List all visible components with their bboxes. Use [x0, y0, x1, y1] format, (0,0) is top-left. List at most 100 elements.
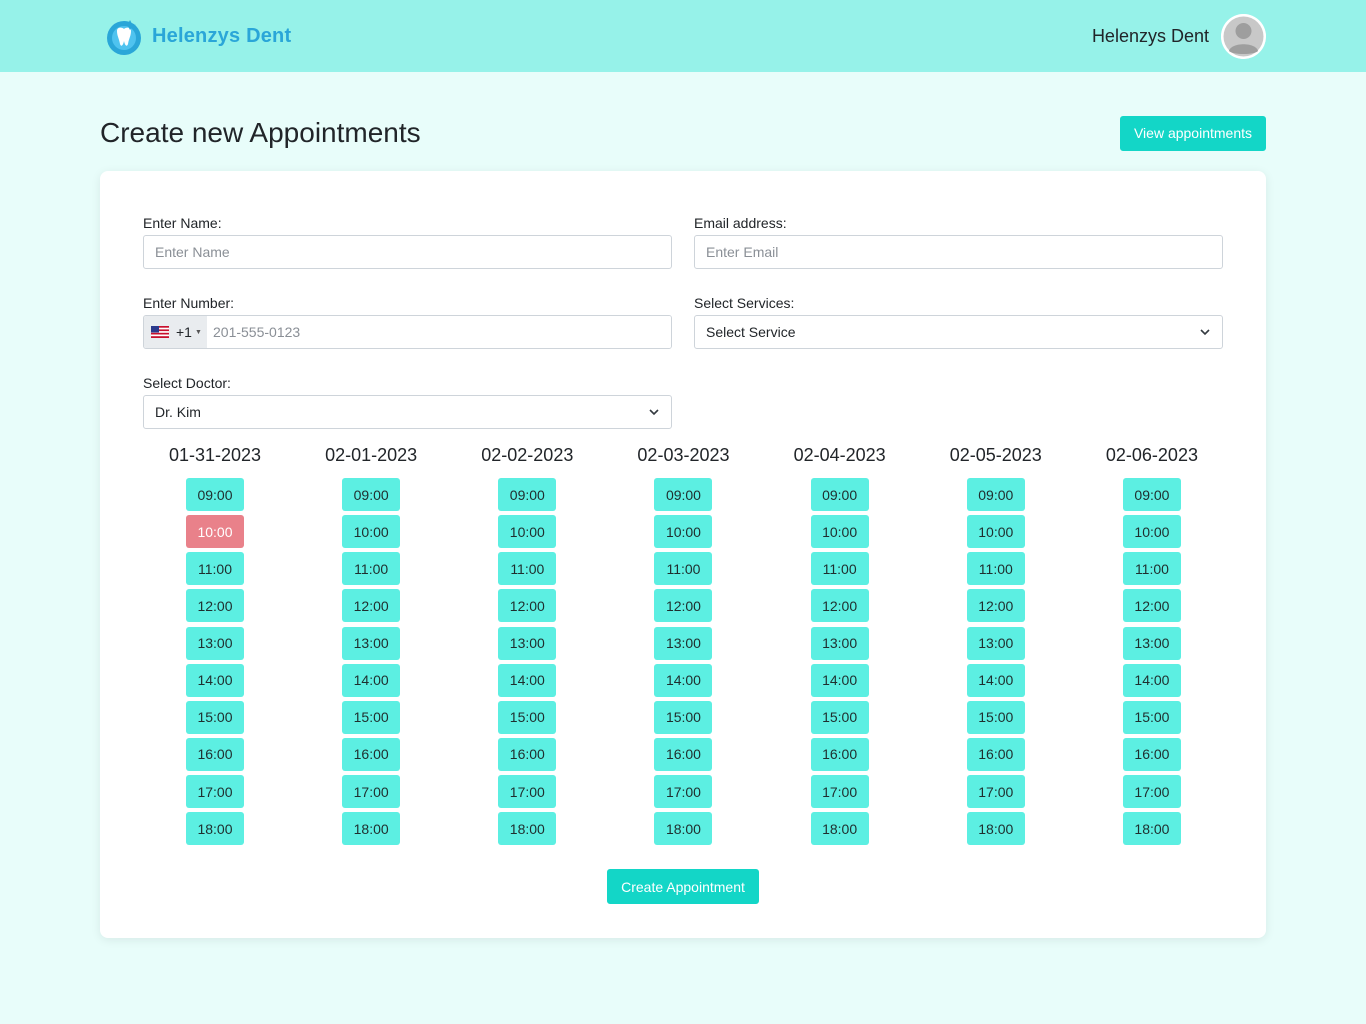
- time-slot[interactable]: 16:00: [498, 737, 557, 771]
- time-slot[interactable]: 12:00: [498, 589, 557, 623]
- user-menu[interactable]: Helenzys Dent: [1091, 13, 1266, 59]
- time-slot[interactable]: 17:00: [342, 775, 401, 809]
- time-slot[interactable]: 09:00: [342, 478, 401, 511]
- time-slot[interactable]: 17:00: [966, 775, 1025, 809]
- time-slot[interactable]: 16:00: [810, 737, 869, 771]
- time-slot[interactable]: 09:00: [654, 478, 713, 511]
- time-slot[interactable]: 10:00: [342, 515, 401, 549]
- time-slot[interactable]: 14:00: [966, 663, 1025, 697]
- number-field: Enter Number: +1 ▼: [143, 295, 672, 349]
- time-slot[interactable]: 12:00: [810, 589, 869, 623]
- time-slot[interactable]: 13:00: [498, 626, 557, 660]
- time-slot[interactable]: 11:00: [810, 552, 869, 586]
- email-label: Email address:: [694, 215, 787, 231]
- time-slot[interactable]: 12:00: [342, 589, 401, 623]
- time-slot[interactable]: 13:00: [186, 626, 244, 660]
- time-slot-booked[interactable]: 10:00: [186, 515, 244, 549]
- time-slot[interactable]: 14:00: [810, 663, 869, 697]
- time-slot[interactable]: 13:00: [966, 626, 1025, 660]
- time-slot[interactable]: 18:00: [966, 812, 1025, 846]
- time-slot[interactable]: 10:00: [654, 515, 713, 549]
- navbar: Helenzys Dent Helenzys Dent: [0, 0, 1366, 72]
- appointment-form-card: Enter Name: Email address: Enter Number:: [100, 171, 1266, 938]
- time-slot[interactable]: 18:00: [1122, 812, 1181, 846]
- name-field: Enter Name:: [143, 215, 672, 269]
- time-slot[interactable]: 13:00: [1122, 626, 1181, 660]
- time-slot[interactable]: 17:00: [498, 775, 557, 809]
- services-select[interactable]: Select Service: [694, 315, 1223, 349]
- time-slot[interactable]: 14:00: [654, 663, 713, 697]
- time-slot[interactable]: 16:00: [654, 737, 713, 771]
- time-slot[interactable]: 16:00: [342, 737, 401, 771]
- time-slot[interactable]: 14:00: [342, 663, 401, 697]
- email-input[interactable]: [694, 235, 1223, 269]
- services-field: Select Services: Select Service: [694, 295, 1223, 349]
- time-slot[interactable]: 17:00: [654, 775, 713, 809]
- user-avatar-icon[interactable]: [1221, 13, 1266, 59]
- time-slot[interactable]: 12:00: [966, 589, 1025, 623]
- time-slot[interactable]: 10:00: [498, 515, 557, 549]
- create-appointment-button[interactable]: Create Appointment: [607, 869, 759, 905]
- day-column: 02-06-2023 09:00 10:00 11:00 12:00 13:00 14:00…: [1102, 445, 1202, 849]
- time-slot[interactable]: 10:00: [1122, 515, 1181, 549]
- time-slot[interactable]: 16:00: [966, 737, 1025, 771]
- time-slot[interactable]: 13:00: [654, 626, 713, 660]
- brand[interactable]: Helenzys Dent: [102, 14, 291, 58]
- time-slot[interactable]: 18:00: [186, 812, 244, 846]
- time-slot[interactable]: 17:00: [810, 775, 869, 809]
- time-slot[interactable]: 15:00: [1122, 700, 1181, 734]
- time-slot[interactable]: 09:00: [966, 478, 1025, 511]
- time-slot[interactable]: 10:00: [810, 515, 869, 549]
- country-code-selector[interactable]: +1 ▼: [144, 316, 207, 348]
- time-slot[interactable]: 14:00: [1122, 663, 1181, 697]
- time-slot[interactable]: 13:00: [342, 626, 401, 660]
- chevron-down-icon: [1200, 329, 1210, 336]
- time-slot[interactable]: 15:00: [342, 700, 401, 734]
- time-slot[interactable]: 14:00: [186, 663, 244, 697]
- time-slot[interactable]: 18:00: [810, 812, 869, 846]
- view-appointments-button[interactable]: View appointments: [1120, 115, 1266, 151]
- day-date: 01-31-2023: [168, 445, 262, 465]
- day-date: 02-03-2023: [637, 445, 730, 465]
- name-input[interactable]: [143, 235, 672, 269]
- time-slot[interactable]: 11:00: [186, 552, 244, 586]
- day-column: 02-05-2023 09:00 10:00 11:00 12:00 13:00 14:00…: [946, 445, 1046, 849]
- time-slot[interactable]: 11:00: [654, 552, 713, 586]
- phone-number-input[interactable]: [207, 316, 671, 348]
- time-slot[interactable]: 15:00: [810, 700, 869, 734]
- time-slot[interactable]: 17:00: [186, 775, 244, 809]
- user-name: Helenzys Dent: [1091, 25, 1209, 46]
- time-slot[interactable]: 14:00: [498, 663, 557, 697]
- time-slot[interactable]: 18:00: [498, 812, 557, 846]
- time-slot[interactable]: 15:00: [966, 700, 1025, 734]
- brand-name: Helenzys Dent: [152, 24, 292, 47]
- time-slot[interactable]: 11:00: [1122, 552, 1181, 586]
- time-slot[interactable]: 17:00: [1122, 775, 1181, 809]
- time-slot[interactable]: 11:00: [342, 552, 401, 586]
- time-slot[interactable]: 13:00: [810, 626, 869, 660]
- time-slot[interactable]: 11:00: [498, 552, 557, 586]
- time-slot[interactable]: 15:00: [654, 700, 713, 734]
- time-slot[interactable]: 09:00: [186, 478, 244, 511]
- time-slot[interactable]: 15:00: [498, 700, 557, 734]
- day-column: 02-02-2023 09:00 10:00 11:00 12:00 13:00 14:00…: [477, 445, 577, 849]
- doctor-select[interactable]: Dr. Kim: [143, 395, 672, 429]
- time-slot[interactable]: 18:00: [342, 812, 401, 846]
- time-slot[interactable]: 12:00: [186, 589, 244, 623]
- time-slot[interactable]: 09:00: [1122, 478, 1181, 511]
- time-slot[interactable]: 09:00: [498, 478, 557, 511]
- time-slot[interactable]: 10:00: [966, 515, 1025, 549]
- services-selected-value: Select Service: [706, 324, 796, 340]
- time-slot[interactable]: 09:00: [810, 478, 869, 511]
- page-header: Create new Appointments View appointment…: [0, 115, 1366, 151]
- time-slot[interactable]: 16:00: [186, 737, 244, 771]
- day-date: 02-02-2023: [481, 445, 574, 465]
- time-slot[interactable]: 12:00: [1122, 589, 1181, 623]
- time-slot-schedule: 01-31-2023 09:00 10:00 11:00 12:00 13:00 14:00…: [143, 445, 1223, 849]
- time-slot[interactable]: 16:00: [1122, 737, 1181, 771]
- time-slot[interactable]: 18:00: [654, 812, 713, 846]
- time-slot[interactable]: 11:00: [966, 552, 1025, 586]
- day-date: 02-05-2023: [949, 445, 1042, 465]
- time-slot[interactable]: 15:00: [186, 700, 244, 734]
- time-slot[interactable]: 12:00: [654, 589, 713, 623]
